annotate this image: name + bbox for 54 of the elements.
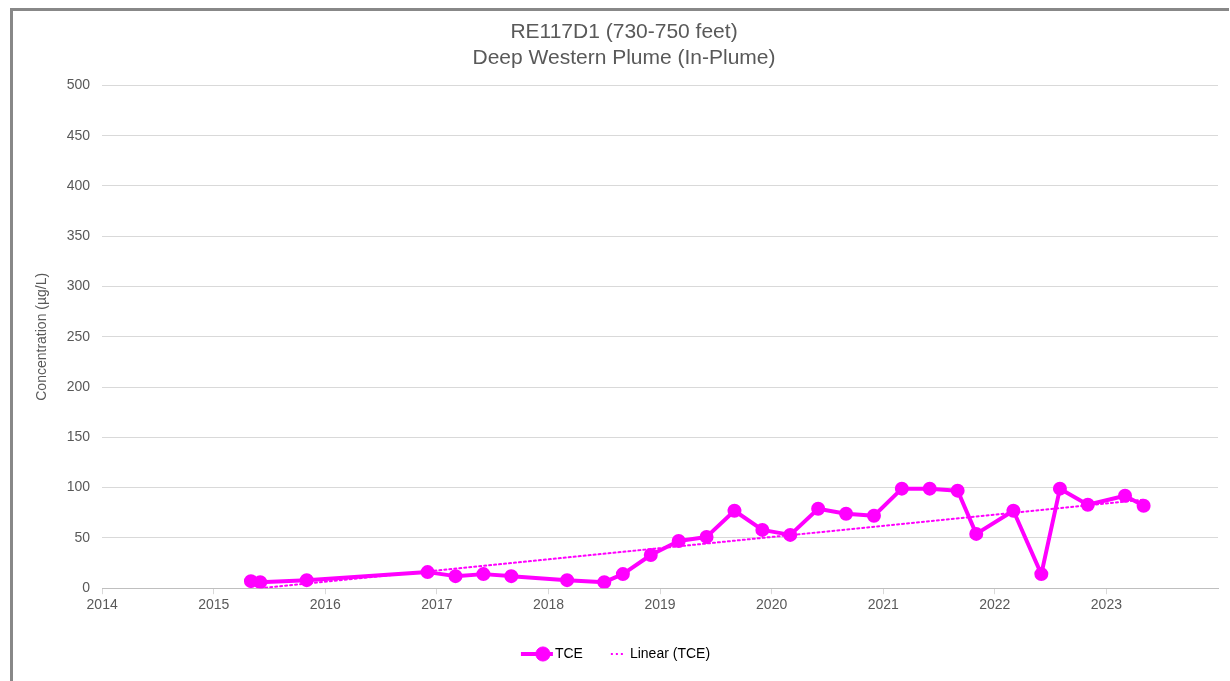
point [950, 483, 965, 498]
point [671, 533, 686, 548]
point [866, 508, 881, 523]
legend-label: TCE [554, 644, 583, 661]
point [969, 526, 984, 541]
point [894, 481, 909, 496]
chart-title: RE117D1 (730-750 feet) [510, 19, 738, 43]
x-tick-label: 2016 [309, 596, 342, 613]
point [504, 569, 519, 584]
x-tick-label: 2020 [756, 596, 788, 613]
x-tick-label: 2023 [1090, 596, 1123, 613]
point [839, 506, 854, 521]
point [643, 548, 658, 563]
y-tick-label: 50 [74, 528, 91, 545]
x-tick-label: 2015 [198, 596, 230, 613]
x-tick-label: 2018 [532, 596, 565, 613]
y-tick-label: 400 [66, 176, 91, 193]
point [811, 501, 826, 516]
y-tick-label: 500 [66, 76, 91, 93]
point [1118, 488, 1133, 503]
point [615, 567, 630, 582]
point [699, 529, 714, 544]
point [783, 527, 798, 542]
x-tick-label: 2014 [86, 596, 118, 613]
y-axis-title: Concentration (µg/L) [33, 272, 50, 401]
y-tick-label: 0 [82, 579, 91, 596]
y-tick-label: 250 [66, 327, 91, 344]
chart-subtitle: Deep Western Plume (In-Plume) [472, 44, 776, 68]
point [476, 567, 491, 582]
y-tick-label: 300 [66, 277, 91, 294]
x-tick-label: 2019 [644, 596, 676, 613]
y-tick-label: 450 [66, 126, 91, 143]
point [420, 565, 435, 580]
legend-label: Linear (TCE) [629, 644, 711, 661]
point [727, 503, 742, 518]
y-tick-label: 100 [66, 478, 91, 495]
point [560, 573, 575, 588]
x-tick-label: 2021 [867, 596, 900, 613]
point [755, 522, 770, 537]
y-tick-label: 200 [66, 377, 91, 394]
point [1052, 481, 1067, 496]
point [448, 569, 463, 584]
point [922, 481, 937, 496]
y-tick-label: 350 [66, 227, 91, 244]
point [299, 573, 314, 588]
point [1080, 497, 1095, 512]
x-tick-label: 2017 [421, 596, 453, 613]
x-tick-label: 2022 [979, 596, 1011, 613]
point [597, 575, 612, 589]
point [1034, 567, 1049, 582]
point [1006, 503, 1021, 518]
point [1136, 498, 1151, 513]
y-tick-label: 150 [66, 428, 91, 445]
point [253, 575, 268, 589]
